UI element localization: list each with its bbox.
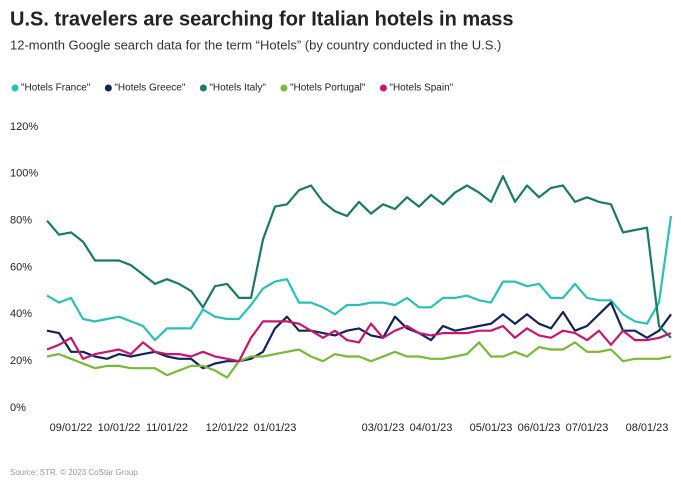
x-tick-label: 10/01/22 (98, 422, 141, 434)
x-tick-label: 08/01/23 (626, 422, 669, 434)
y-tick-label: 20% (10, 355, 32, 367)
legend-label: "Hotels Greece" (114, 83, 185, 94)
x-tick-label: 09/01/22 (50, 422, 93, 434)
x-tick-label: 07/01/23 (566, 422, 609, 434)
legend-label: "Hotels France" (21, 83, 91, 94)
legend-swatch (11, 84, 19, 92)
y-tick-label: 40% (10, 308, 32, 320)
y-tick-label: 0% (10, 402, 26, 414)
legend-swatch (280, 84, 288, 92)
x-tick-label: 05/01/23 (470, 422, 513, 434)
y-tick-label: 60% (10, 261, 32, 273)
series-line (46, 341, 672, 379)
y-tick-label: 120% (10, 121, 38, 133)
series-line (46, 320, 672, 363)
chart-title: U.S. travelers are searching for Italian… (10, 8, 514, 30)
x-tick-label: 01/01/23 (254, 422, 297, 434)
x-tick-label: 04/01/23 (410, 422, 453, 434)
series-line (46, 215, 673, 342)
series-line (46, 301, 672, 370)
y-tick-label: 100% (10, 168, 38, 180)
legend-label: "Hotels Spain" (389, 83, 453, 94)
legend-label: "Hotels Italy" (209, 83, 266, 94)
legend-label: "Hotels Portugal" (290, 83, 366, 94)
chart-subtitle: 12-month Google search data for the term… (10, 37, 501, 52)
source: Source: STR. © 2023 CoStar Group (10, 468, 138, 477)
y-tick-label: 80% (10, 215, 32, 227)
legend-swatch (104, 84, 112, 92)
series-line (46, 175, 672, 339)
x-tick-label: 11/01/22 (146, 422, 188, 434)
x-tick-label: 03/01/23 (362, 422, 405, 434)
legend-swatch (199, 84, 207, 92)
x-tick-label: 06/01/23 (518, 422, 561, 434)
legend-swatch (379, 84, 387, 92)
x-tick-label: 12/01/22 (206, 422, 249, 434)
legend: "Hotels France" "Hotels Greece" "Hotels It… (11, 83, 454, 94)
